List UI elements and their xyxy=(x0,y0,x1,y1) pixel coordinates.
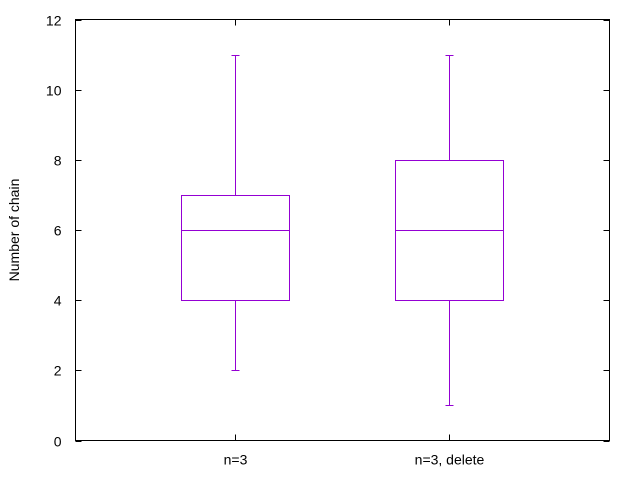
boxes xyxy=(181,55,504,406)
y-tick-label: 8 xyxy=(54,153,62,169)
y-tick-label: 10 xyxy=(46,83,62,99)
x-tick-label: n=3 xyxy=(224,452,248,468)
y-tick-label: 0 xyxy=(54,434,62,450)
y-tick-label: 4 xyxy=(54,293,62,309)
box-2 xyxy=(395,55,504,406)
y-tick-label: 12 xyxy=(46,13,62,29)
y-tick-label: 6 xyxy=(54,223,62,239)
y-tick-label: 2 xyxy=(54,363,62,379)
plot-frame xyxy=(75,19,610,441)
y-axis: 0 2 4 6 8 10 12 xyxy=(46,13,610,450)
iqr-box xyxy=(181,195,290,301)
y-axis-label: Number of chain xyxy=(6,179,22,282)
box-1 xyxy=(181,55,290,371)
x-axis: n=3 n=3, delete xyxy=(224,19,485,468)
x-tick-label: n=3, delete xyxy=(415,452,485,468)
